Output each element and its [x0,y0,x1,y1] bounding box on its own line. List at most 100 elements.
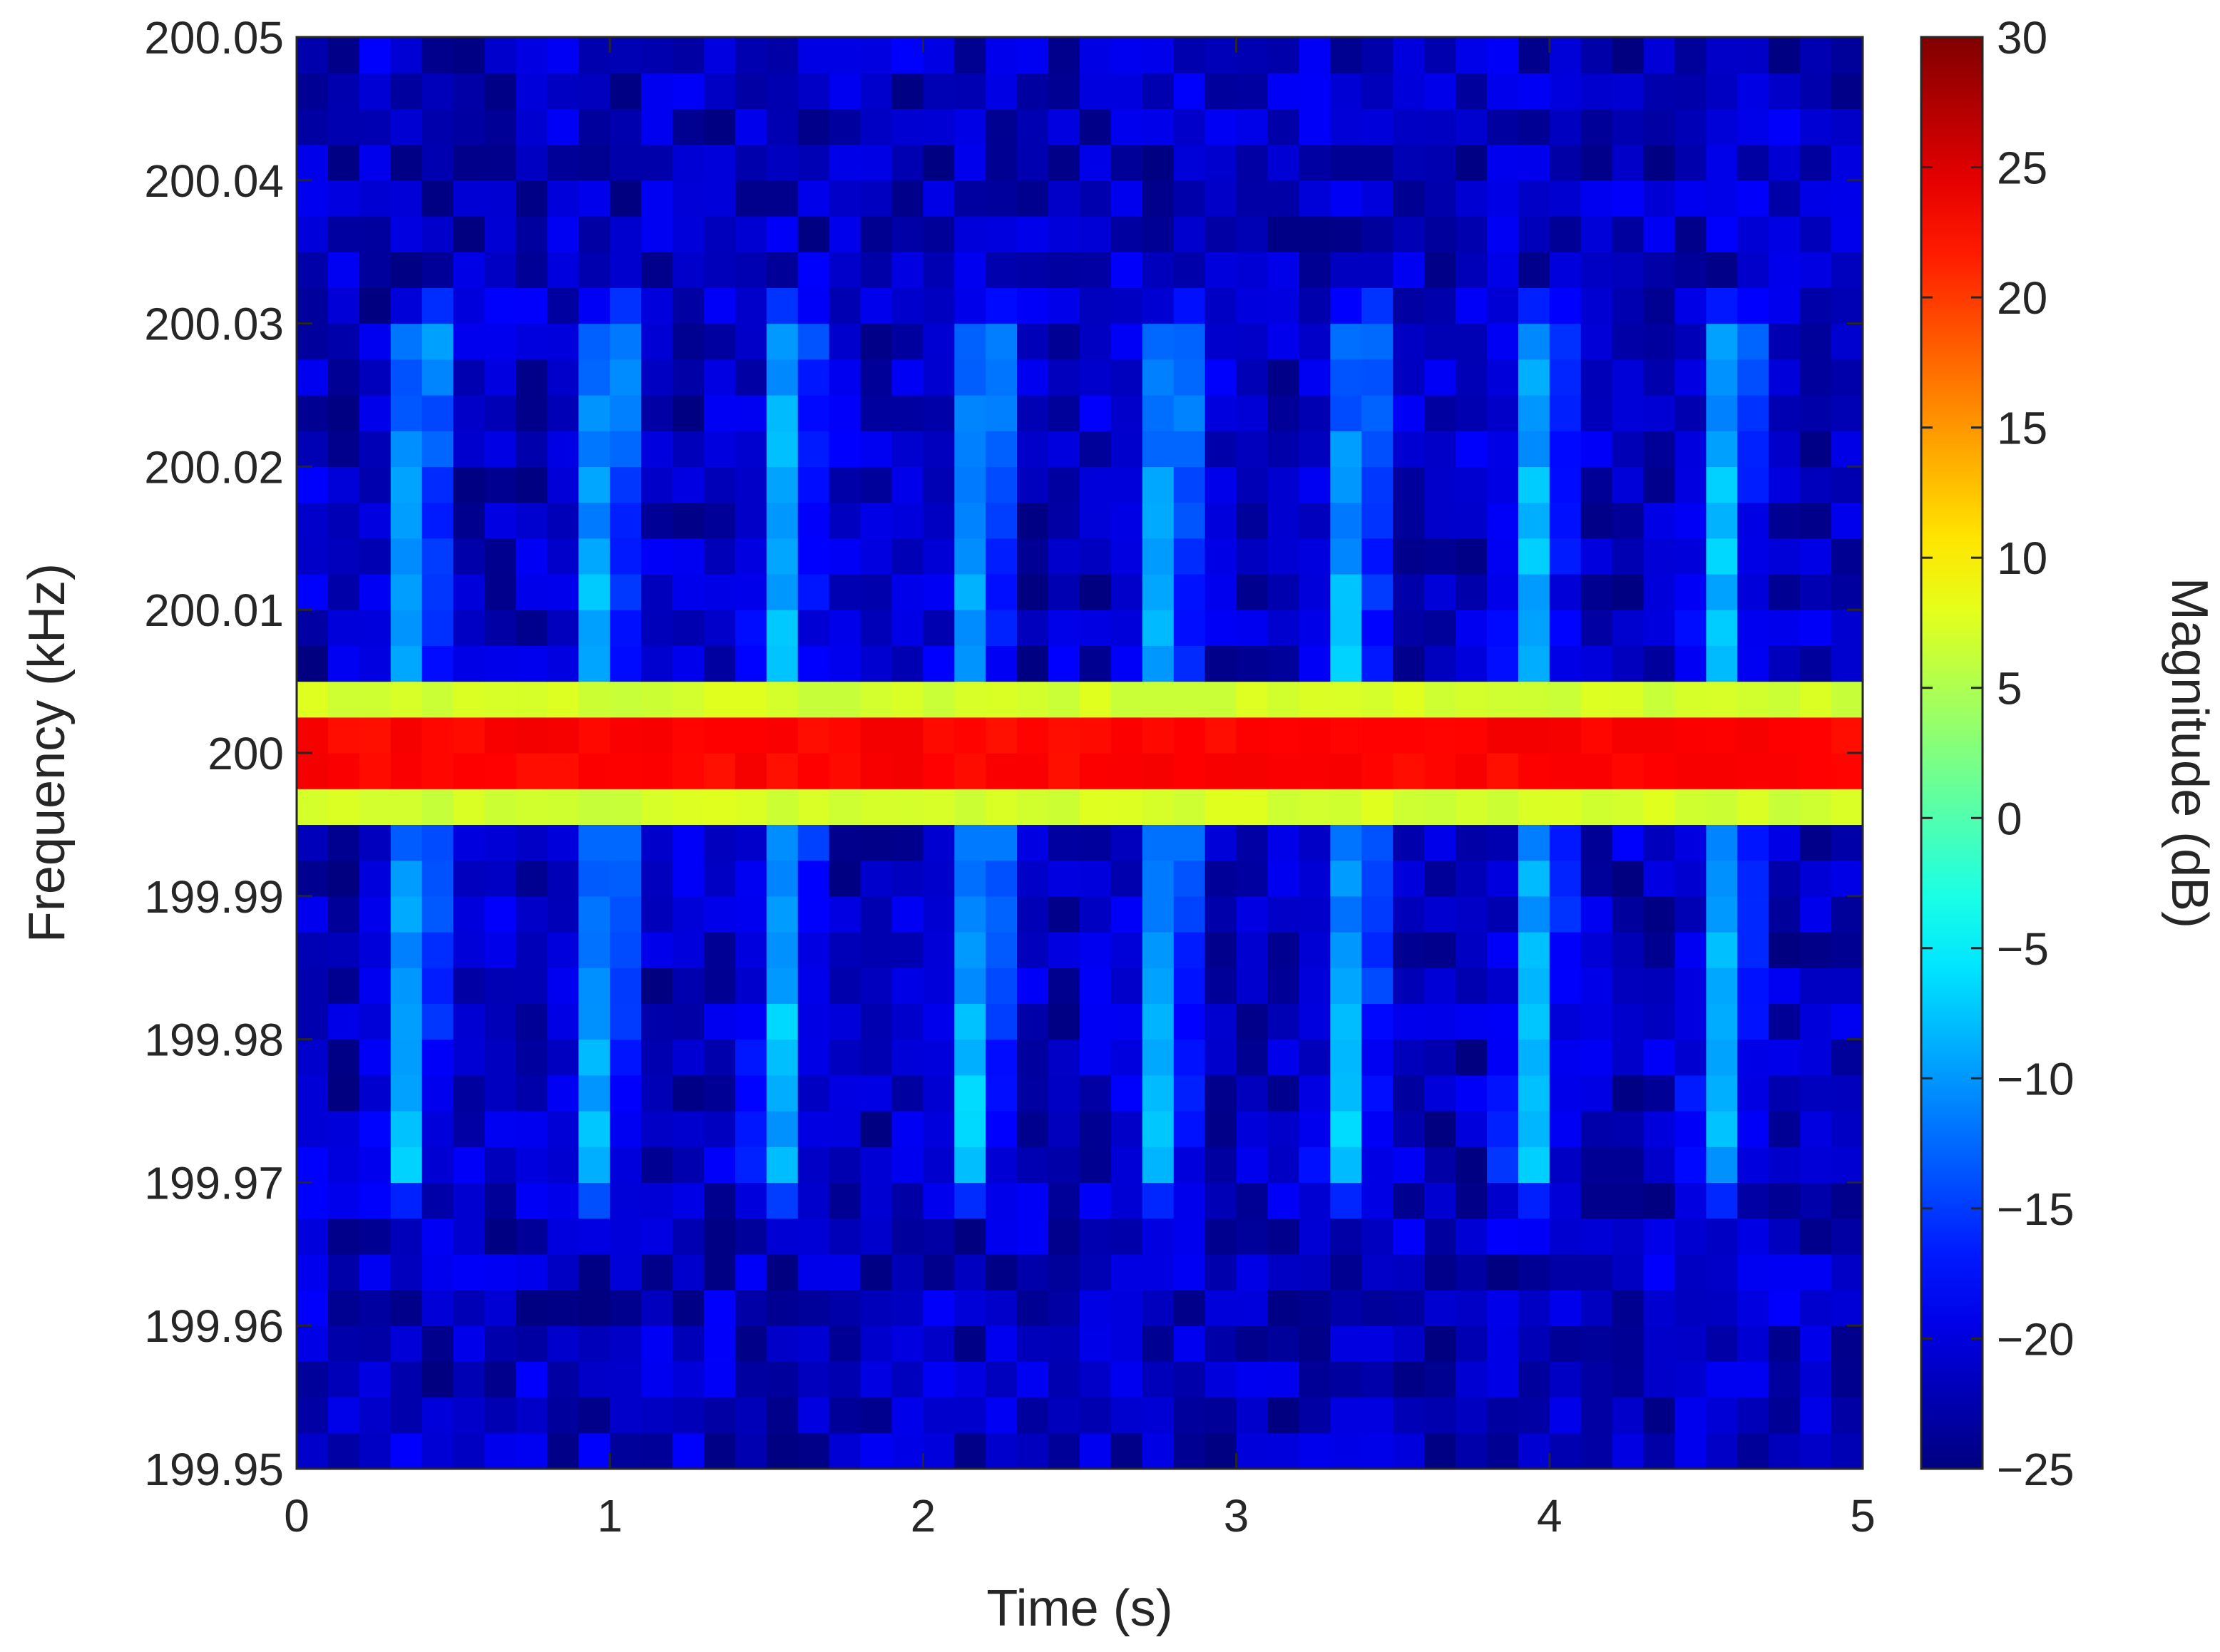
heatmap-cell [1769,180,1801,217]
heatmap-cell [1299,789,1331,825]
heatmap-cell [421,252,454,288]
heatmap-cell [1142,252,1175,288]
heatmap-cell [1393,645,1425,682]
heatmap-cell [986,37,1018,73]
heatmap-cell [1204,287,1237,324]
heatmap-cell [421,932,454,968]
heatmap-cell [923,1146,955,1183]
heatmap-cell [1017,896,1049,933]
heatmap-cell [1236,574,1269,610]
heatmap-cell [547,1039,579,1076]
heatmap-cell [954,1074,986,1112]
heatmap-cell [1456,574,1488,610]
heatmap-cell [923,789,955,825]
heatmap-cell [735,37,767,73]
heatmap-cell [390,1074,423,1112]
heatmap-cell [421,395,454,431]
heatmap-cell [797,1146,830,1183]
heatmap-cell [829,1003,861,1040]
heatmap-cell [1142,610,1175,646]
heatmap-cell [1361,502,1393,539]
heatmap-cell [578,1290,610,1326]
heatmap-cell [1330,1111,1362,1147]
heatmap-cell [1456,108,1488,145]
heatmap-cell [891,753,924,789]
heatmap-cell [1017,1397,1049,1434]
heatmap-cell [1361,216,1393,252]
heatmap-cell [1706,1325,1738,1362]
heatmap-cell [797,395,830,431]
heatmap-cell [1706,287,1738,324]
heatmap-cell [672,538,705,575]
heatmap-cell [1424,287,1456,324]
heatmap-cell [516,789,548,825]
heatmap-cell [829,502,861,539]
heatmap-cell [1017,180,1049,217]
heatmap-cell [1173,610,1206,646]
heatmap-cell [703,1290,736,1326]
heatmap-cell [1549,502,1582,539]
heatmap-cell [390,1146,423,1183]
heatmap-cell [578,359,610,396]
heatmap-cell [1173,860,1206,897]
heatmap-cell [1017,252,1049,288]
heatmap-cell [1831,1182,1863,1219]
heatmap-cell [1048,681,1080,718]
heatmap-cell [327,1039,360,1076]
heatmap-cell [1048,1039,1080,1076]
heatmap-cell [1706,180,1738,217]
heatmap-cell [860,395,893,431]
heatmap-cell [610,1361,642,1398]
x-tick-label: 1 [597,1490,623,1541]
heatmap-cell [797,466,830,503]
heatmap-cell [1048,1325,1080,1362]
heatmap-cell [547,932,579,968]
heatmap-cell [453,1003,486,1040]
heatmap-cell [1204,1290,1237,1326]
heatmap-cell [1236,323,1269,360]
heatmap-cell [860,108,893,145]
heatmap-cell [453,538,486,575]
heatmap-cell [484,968,517,1004]
heatmap-cell [1110,502,1143,539]
heatmap-cell [453,789,486,825]
heatmap-cell [1142,1397,1175,1434]
heatmap-cell [641,1432,673,1469]
heatmap-cell [1393,323,1425,360]
heatmap-cell [1706,896,1738,933]
heatmap-cell [1737,216,1769,252]
heatmap-cell [297,431,329,467]
heatmap-cell [1643,466,1676,503]
heatmap-cell [516,144,548,181]
heatmap-cell [1142,824,1175,861]
heatmap-cell [1769,1003,1801,1040]
heatmap-cell [703,645,736,682]
heatmap-cell [610,824,642,861]
heatmap-cell [1236,37,1269,73]
heatmap-cell [703,108,736,145]
heatmap-cell [1048,359,1080,396]
heatmap-cell [1267,73,1300,109]
heatmap-cell [1017,395,1049,431]
heatmap-cell [1236,860,1269,897]
heatmap-cell [1330,502,1362,539]
heatmap-cell [891,1182,924,1219]
heatmap-cell [547,1290,579,1326]
heatmap-cell [1048,610,1080,646]
heatmap-cell [860,466,893,503]
heatmap-cell [578,896,610,933]
heatmap-cell [1110,37,1143,73]
heatmap-cell [1549,252,1582,288]
heatmap-cell [1330,1074,1362,1112]
heatmap-cell [547,789,579,825]
heatmap-cell [986,1146,1018,1183]
heatmap-cell [484,252,517,288]
heatmap-cell [1831,1111,1863,1147]
heatmap-cell [390,144,423,181]
heatmap-cell [1204,180,1237,217]
heatmap-cell [547,323,579,360]
heatmap-cell [923,538,955,575]
heatmap-cell [1706,37,1738,73]
heatmap-cell [641,252,673,288]
heatmap-cell [923,1218,955,1255]
